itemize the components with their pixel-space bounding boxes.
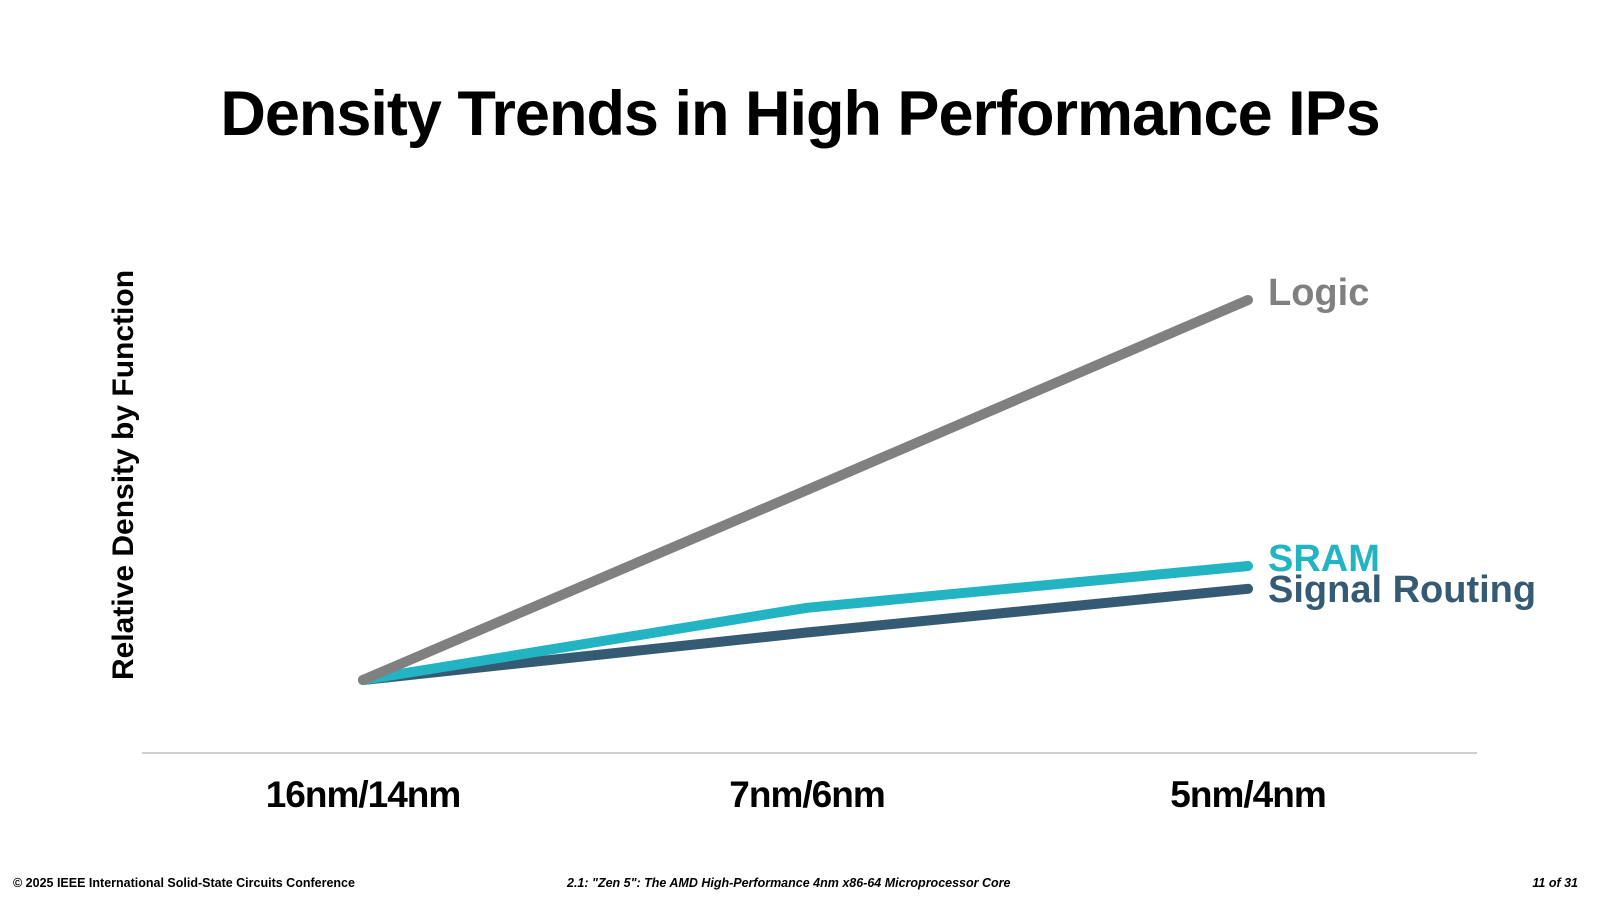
series-line-logic [358,295,1253,685]
series-label-sram: SRAM [1268,538,1380,580]
footer-session: 2.1: "Zen 5": The AMD High-Performance 4… [567,876,1011,890]
series-label-logic: Logic [1268,272,1369,314]
series-line-signal-routing [358,583,1253,685]
y-axis-label: Relative Density by Function [107,270,140,680]
series-lines [358,295,1253,685]
footer-page-number: 11 of 31 [1532,876,1578,890]
x-tick-labels: 16nm/14nm 7nm/6nm 5nm/4nm [266,774,1327,815]
x-tick-label: 5nm/4nm [1170,774,1325,815]
series-line-sram [358,561,1253,685]
slide-title: Density Trends in High Performance IPs [220,79,1380,149]
line-chart: 16nm/14nm 7nm/6nm 5nm/4nm Logic SRAMSignal … [107,270,1536,815]
x-tick-label: 16nm/14nm [266,774,461,815]
footer-copyright: © 2025 IEEE International Solid-State Ci… [13,876,355,890]
x-tick-label: 7nm/6nm [729,774,884,815]
series-label-signal-routing: Signal Routing [1268,569,1536,611]
